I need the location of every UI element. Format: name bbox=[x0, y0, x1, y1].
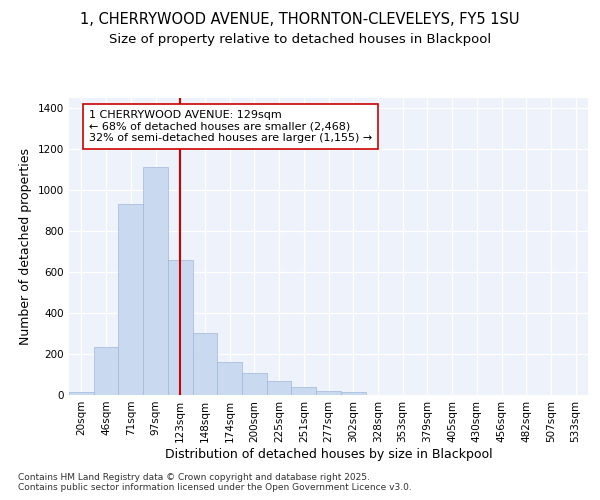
Text: Contains HM Land Registry data © Crown copyright and database right 2025.
Contai: Contains HM Land Registry data © Crown c… bbox=[18, 473, 412, 492]
Bar bbox=[94, 347, 118, 395]
Bar bbox=[193, 334, 217, 395]
Bar bbox=[341, 392, 365, 395]
Text: Size of property relative to detached houses in Blackpool: Size of property relative to detached ho… bbox=[109, 32, 491, 46]
Bar bbox=[118, 204, 143, 395]
Text: 1 CHERRYWOOD AVENUE: 129sqm
← 68% of detached houses are smaller (2,468)
32% of : 1 CHERRYWOOD AVENUE: 129sqm ← 68% of det… bbox=[89, 110, 372, 143]
Bar bbox=[242, 374, 267, 395]
Bar bbox=[168, 260, 193, 395]
Bar bbox=[316, 391, 341, 395]
Bar bbox=[217, 362, 242, 395]
Bar bbox=[69, 392, 94, 395]
X-axis label: Distribution of detached houses by size in Blackpool: Distribution of detached houses by size … bbox=[164, 448, 493, 460]
Text: 1, CHERRYWOOD AVENUE, THORNTON-CLEVELEYS, FY5 1SU: 1, CHERRYWOOD AVENUE, THORNTON-CLEVELEYS… bbox=[80, 12, 520, 28]
Bar bbox=[292, 387, 316, 395]
Y-axis label: Number of detached properties: Number of detached properties bbox=[19, 148, 32, 345]
Bar bbox=[267, 380, 292, 395]
Bar bbox=[143, 168, 168, 395]
